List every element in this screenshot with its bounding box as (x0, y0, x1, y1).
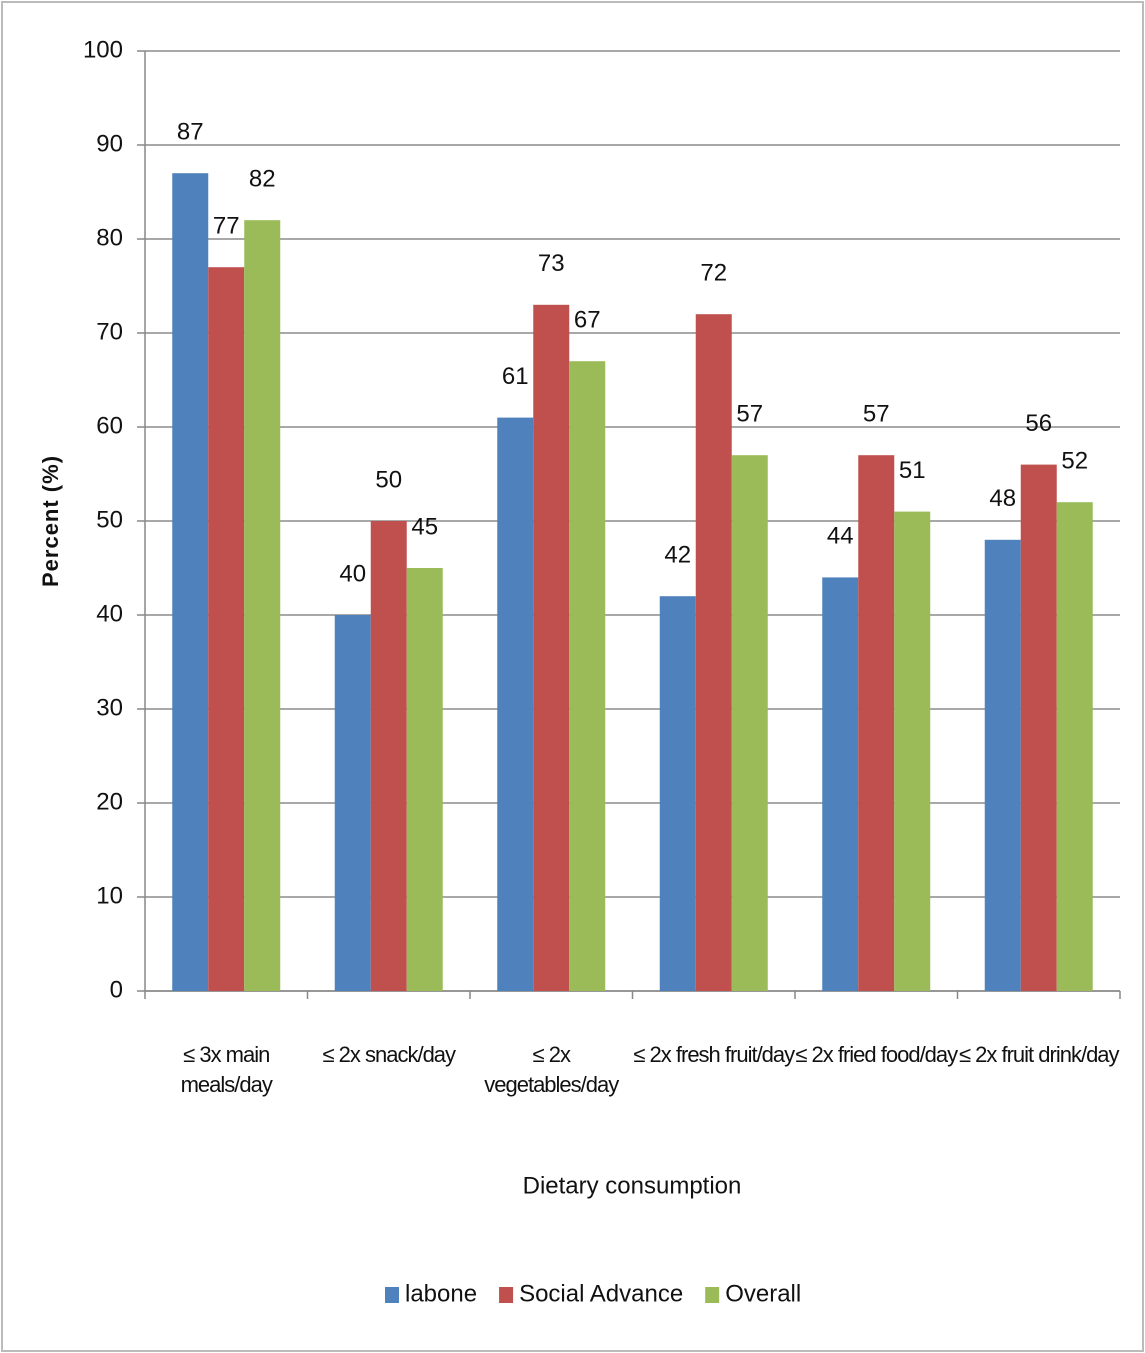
legend-swatch (385, 1287, 399, 1303)
x-tick-label: ≤ 3x main meals/day (180, 1042, 273, 1097)
data-label: 82 (249, 166, 276, 193)
bar (533, 304, 570, 991)
data-label: 42 (664, 542, 691, 569)
bar (208, 267, 245, 991)
data-label: 40 (339, 560, 366, 587)
data-label: 77 (213, 213, 240, 240)
legend-swatch (499, 1287, 514, 1303)
x-tick-label: ≤ 2x snack/day (322, 1042, 456, 1067)
data-label: 48 (989, 485, 1016, 512)
data-label: 57 (863, 401, 890, 428)
legend-swatch (705, 1287, 720, 1303)
y-tick-label: 90 (96, 130, 123, 157)
x-tick-label: ≤ 2x fried food/day (795, 1042, 958, 1067)
data-label: 52 (1061, 448, 1088, 475)
bar (984, 539, 1021, 991)
bar (731, 455, 768, 991)
bar (370, 521, 407, 991)
x-tick-label: ≤ 2x fresh fruit/day (633, 1042, 795, 1067)
y-tick-label: 30 (96, 694, 123, 721)
y-tick-label: 0 (110, 976, 123, 1003)
data-label: 57 (736, 401, 763, 428)
legend-label: Social Advance (519, 1280, 683, 1307)
bar (659, 596, 696, 991)
y-tick-label: 80 (96, 224, 123, 251)
bar (822, 577, 859, 991)
x-tick-label: ≤ 2x vegetables/day (484, 1042, 619, 1097)
bar (1020, 464, 1057, 992)
data-label: 87 (177, 119, 204, 146)
bar (1056, 502, 1093, 991)
data-label: 73 (538, 250, 565, 277)
data-label: 72 (700, 260, 727, 287)
y-tick-label: 60 (96, 412, 123, 439)
y-tick-label: 10 (96, 882, 123, 909)
data-label: 45 (411, 513, 438, 540)
bar (497, 417, 534, 992)
data-label: 61 (502, 363, 529, 390)
x-axis-title: Dietary consumption (523, 1172, 742, 1199)
y-tick-label: 40 (96, 600, 123, 627)
y-tick-label: 100 (83, 36, 123, 63)
bar (858, 455, 895, 991)
data-label: 51 (899, 457, 926, 484)
bar (244, 220, 281, 991)
bar (172, 173, 209, 991)
bar (695, 314, 732, 991)
data-label: 50 (375, 466, 402, 493)
legend-label: Overall (725, 1280, 801, 1307)
bar (569, 361, 606, 991)
legend-label: labone (405, 1280, 477, 1307)
bar (894, 511, 931, 991)
y-tick-label: 20 (96, 788, 123, 815)
y-tick-label: 50 (96, 506, 123, 533)
bar (334, 615, 371, 991)
data-label: 56 (1025, 410, 1052, 437)
x-tick-label: ≤ 2x fruit drink/day (958, 1042, 1120, 1067)
bar (406, 568, 443, 991)
data-label: 67 (574, 307, 601, 334)
data-label: 44 (827, 523, 854, 550)
y-tick-label: 70 (96, 318, 123, 345)
y-axis-title: Percent (%) (38, 455, 63, 587)
